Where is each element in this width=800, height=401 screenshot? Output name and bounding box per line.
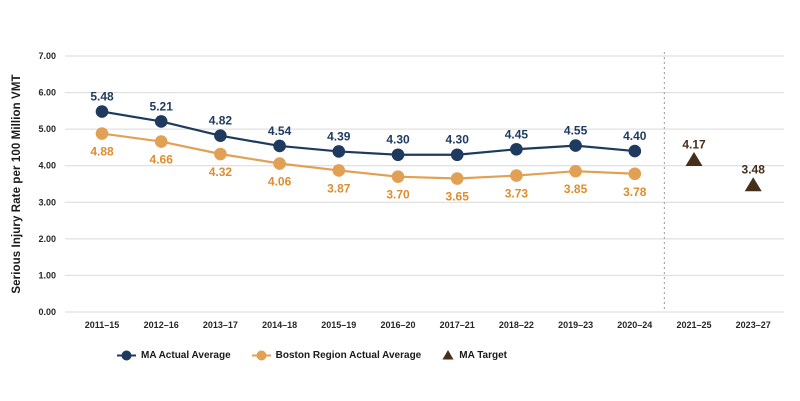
y-tick-label: 5.00 (38, 124, 56, 134)
x-tick-label: 2017–21 (440, 320, 475, 330)
x-tick-label: 2011–15 (85, 320, 120, 330)
y-tick-label: 7.00 (38, 51, 56, 61)
data-point (214, 147, 227, 161)
series-line (101, 110, 635, 156)
legend-item-ma-target: MA Target (442, 349, 507, 361)
legend-item-boston-region-actual-average: Boston Region Actual Average (251, 349, 422, 362)
data-point-label: 4.82 (209, 114, 233, 128)
line-circle-marker-icon (117, 350, 136, 360)
x-tick-label: 2018–22 (499, 320, 534, 330)
x-tick-label: 2013–17 (203, 320, 238, 330)
data-point (450, 148, 464, 162)
x-tick-label: 2021–25 (676, 320, 711, 330)
data-point-label: 3.70 (386, 188, 410, 202)
target-marker (685, 151, 703, 166)
data-point-label: 4.39 (327, 129, 351, 143)
data-point (510, 169, 523, 182)
x-tick-label: 2023–27 (736, 320, 771, 330)
data-point (450, 172, 464, 185)
y-tick-label: 0.00 (38, 307, 56, 317)
data-point (628, 144, 642, 158)
x-tick-label: 2014–18 (262, 320, 297, 330)
data-point-label: 3.73 (505, 187, 529, 201)
legend-label: Boston Region Actual Average (275, 349, 422, 361)
triangle-marker-icon (442, 350, 454, 360)
series-line (101, 132, 635, 180)
x-tick-label: 2012–16 (144, 320, 179, 330)
data-point-label: 3.87 (327, 181, 351, 195)
x-tick-label: 2016–20 (380, 320, 415, 330)
data-point (154, 115, 168, 128)
y-tick-label: 2.00 (38, 234, 56, 244)
y-tick-label: 3.00 (38, 197, 56, 207)
data-point (569, 139, 582, 152)
legend: MA Actual Average Boston Region Actual A… (117, 346, 507, 364)
data-point-label: 3.65 (446, 190, 470, 204)
data-point-label: 5.48 (90, 90, 114, 104)
data-point-label: 4.55 (564, 124, 588, 138)
data-point-label: 5.21 (150, 99, 174, 113)
data-point-label: 4.40 (623, 129, 647, 143)
data-point (154, 135, 168, 148)
legend-label: MA Actual Average (141, 349, 231, 361)
data-point-label: 4.30 (446, 133, 470, 147)
data-point-label: 4.66 (150, 153, 174, 167)
data-point-label: 3.85 (564, 182, 588, 196)
data-point (332, 164, 346, 177)
data-point-label: 4.88 (90, 145, 114, 159)
x-tick-label: 2015–19 (321, 320, 356, 330)
data-point (95, 127, 109, 140)
data-point (510, 142, 523, 156)
data-point (628, 167, 642, 181)
data-point-label: 3.78 (623, 185, 647, 199)
data-point (332, 145, 346, 158)
data-point (391, 170, 405, 183)
data-point-label: 4.17 (682, 137, 706, 151)
data-point-label: 4.54 (268, 124, 292, 138)
x-tick-label: 2019–23 (558, 320, 593, 330)
y-tick-label: 1.00 (38, 270, 56, 280)
data-point (569, 164, 582, 178)
data-point-label: 4.45 (505, 127, 529, 141)
data-point-label: 4.06 (268, 175, 292, 189)
y-tick-label: 4.00 (38, 161, 56, 171)
line-circle-marker-icon (251, 350, 271, 360)
data-point-label: 3.48 (742, 163, 766, 177)
data-point (273, 157, 286, 170)
data-point (214, 129, 227, 143)
y-tick-label: 6.00 (38, 88, 56, 98)
legend-label: MA Target (459, 349, 508, 361)
data-point-label: 4.32 (209, 165, 233, 179)
target-marker (744, 177, 762, 192)
data-point (391, 148, 405, 162)
data-point-label: 4.30 (386, 133, 410, 147)
data-point (95, 105, 109, 118)
data-point (273, 139, 286, 153)
legend-item-ma-actual-average: MA Actual Average (117, 349, 231, 362)
x-tick-label: 2020–24 (617, 320, 652, 330)
